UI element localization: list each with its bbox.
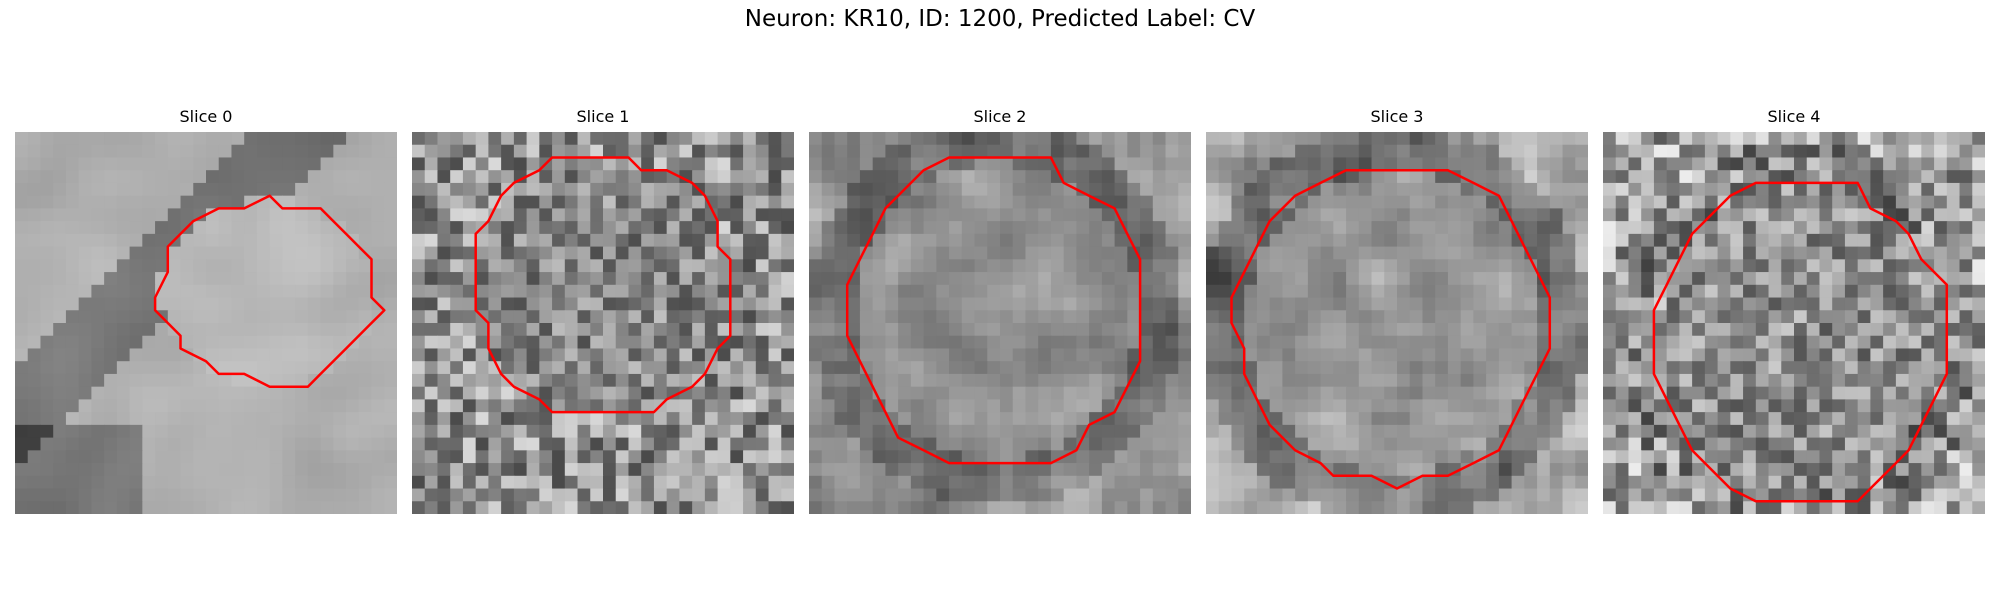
slice-title-3: Slice 3: [1370, 107, 1424, 126]
slice-title-0: Slice 0: [179, 107, 233, 126]
figure-title: Neuron: KR10, ID: 1200, Predicted Label:…: [744, 6, 1256, 32]
slice-title-4: Slice 4: [1767, 107, 1821, 126]
slice-panel-1: Slice 1: [412, 108, 794, 514]
contour-outline-2: [845, 156, 1142, 465]
slice-image-3: [1206, 132, 1588, 514]
slice-image-4: [1603, 132, 1985, 514]
contour-outline-0: [153, 194, 386, 388]
slice-panel-3: Slice 3: [1206, 108, 1588, 514]
slice-title-1: Slice 1: [576, 107, 630, 126]
slice-image-0: [15, 132, 397, 514]
slice-image-2: [809, 132, 1191, 514]
contour-outline-1: [474, 156, 732, 414]
slice-panel-4: Slice 4: [1603, 108, 1985, 514]
slice-panel-0: Slice 0: [15, 108, 397, 514]
contour-outline-4: [1652, 181, 1949, 503]
contour-outline-3: [1230, 168, 1552, 490]
slice-title-2: Slice 2: [973, 107, 1027, 126]
slice-image-1: [412, 132, 794, 514]
slice-panel-2: Slice 2: [809, 108, 1191, 514]
